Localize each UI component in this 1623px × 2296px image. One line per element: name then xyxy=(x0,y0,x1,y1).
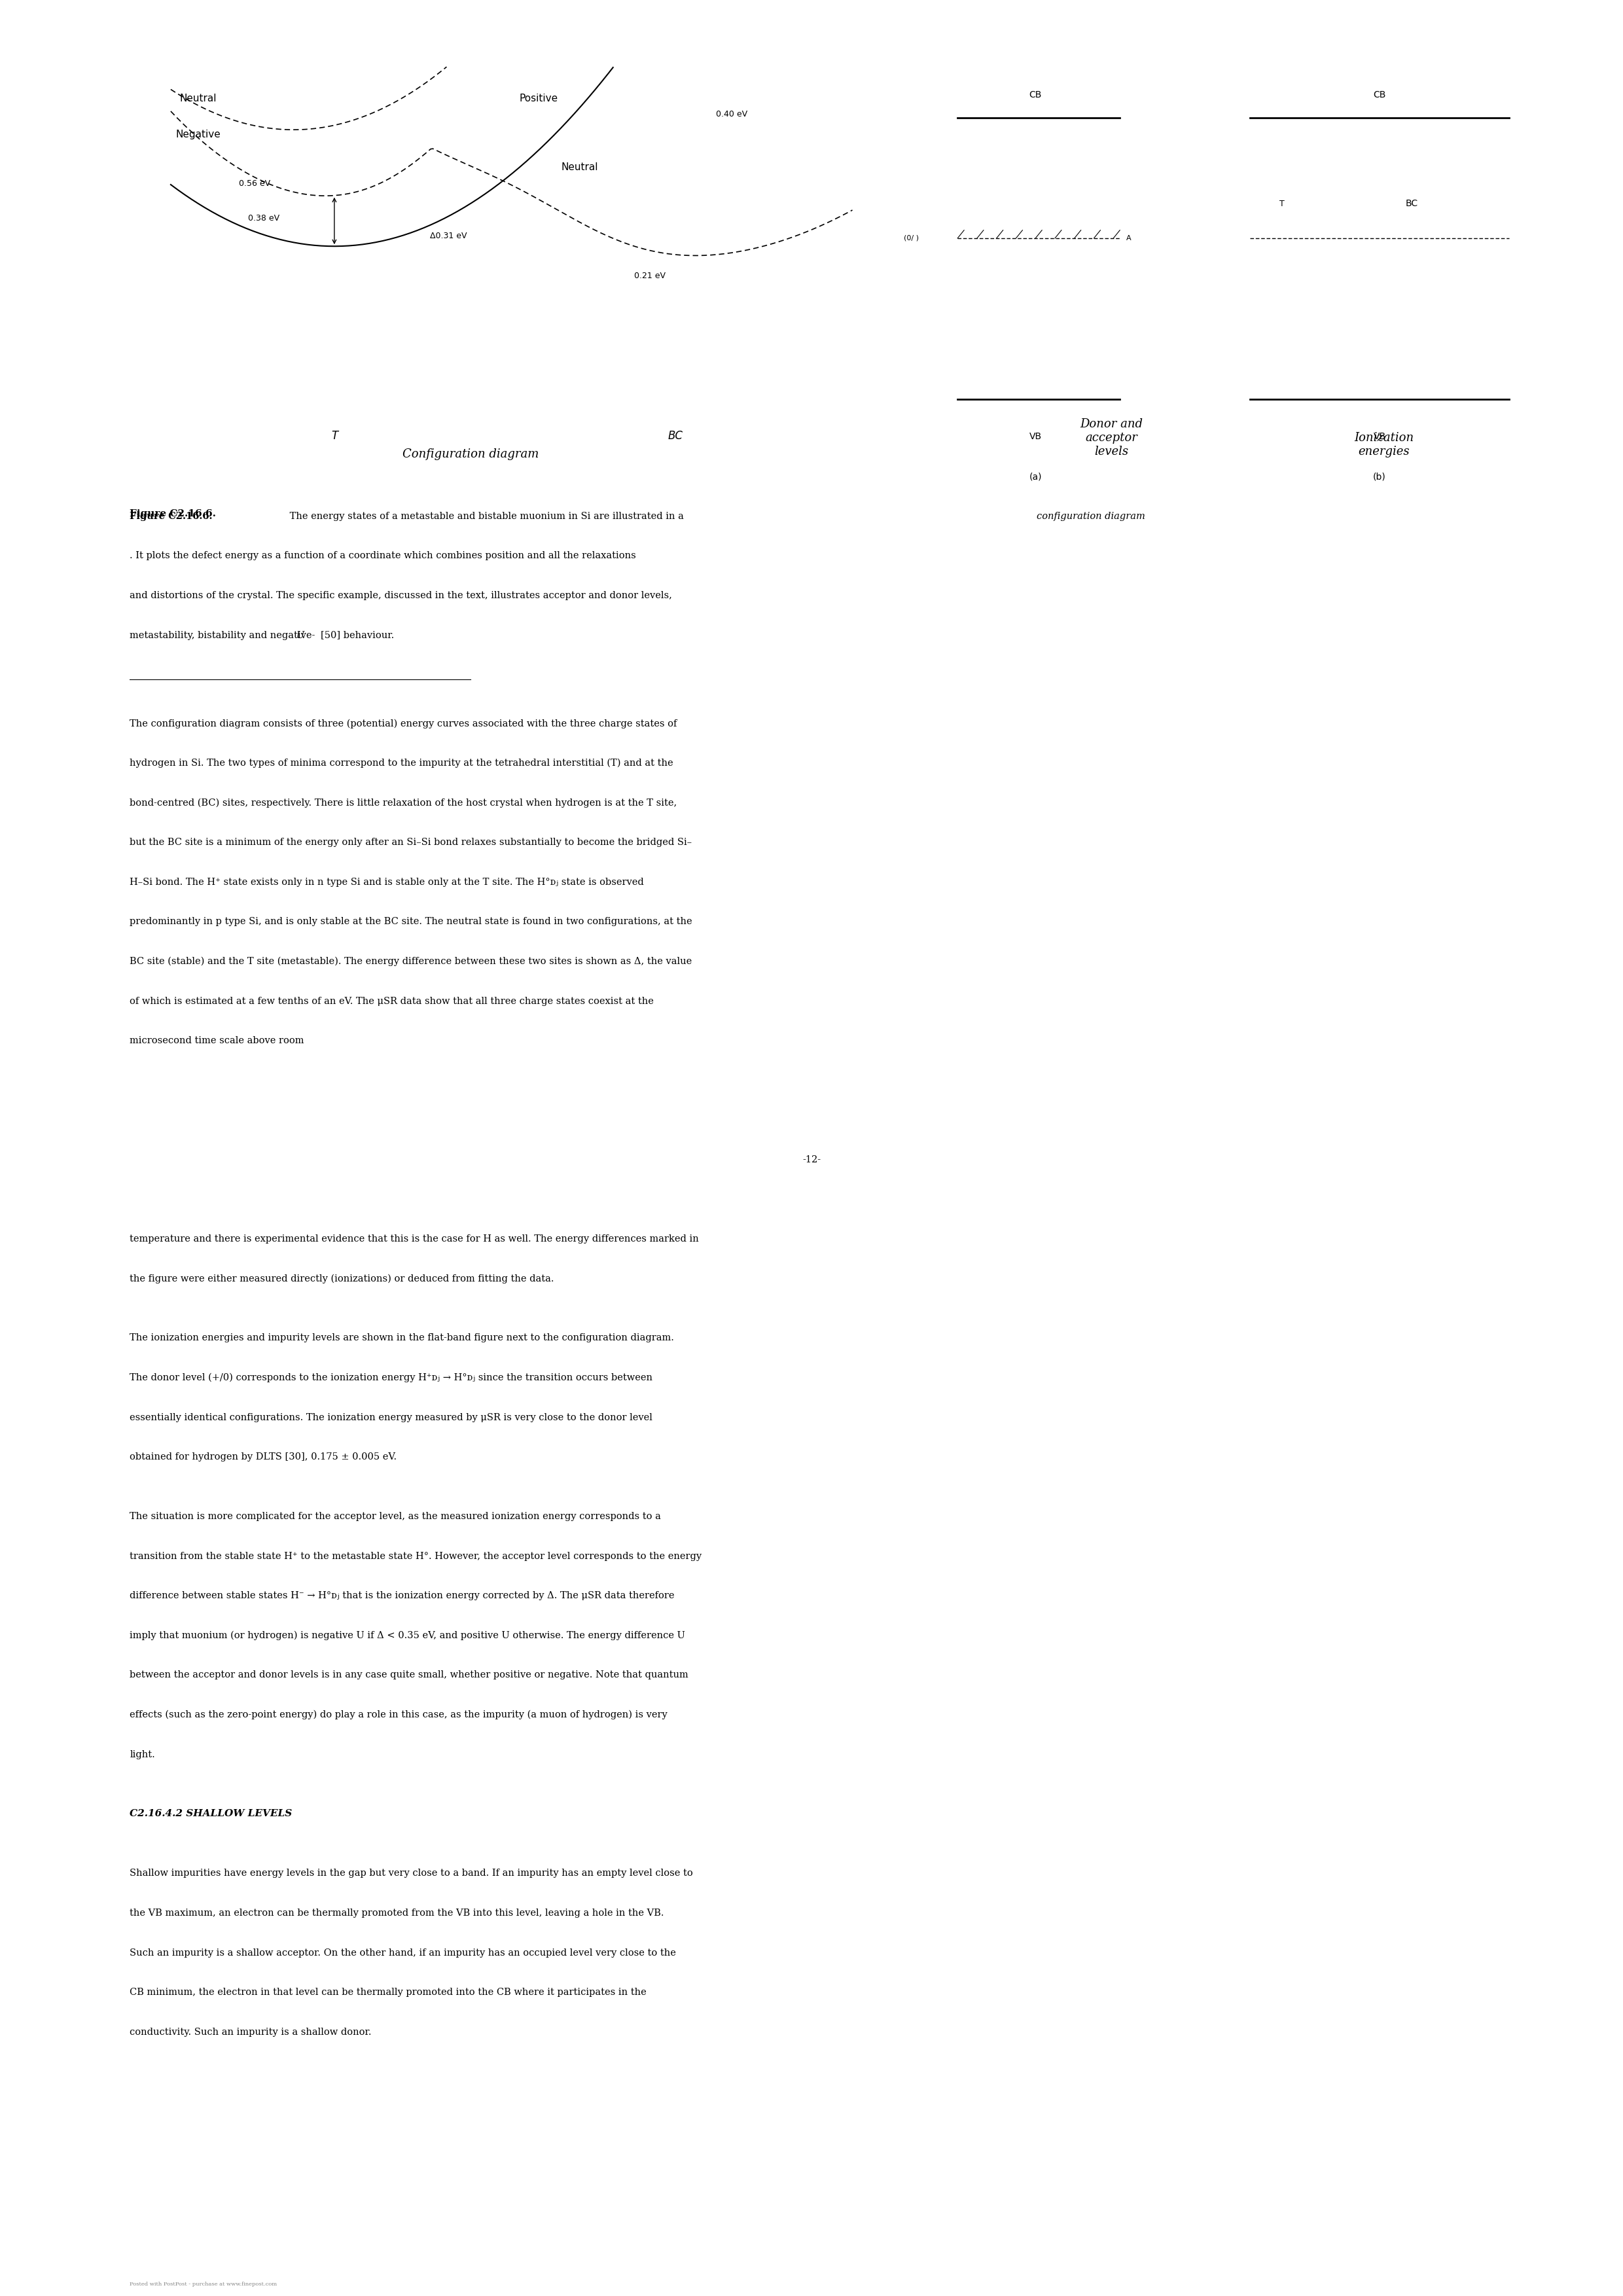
Text: C2.16.4.2 SHALLOW LEVELS: C2.16.4.2 SHALLOW LEVELS xyxy=(130,1809,292,1818)
Text: 0.40 eV: 0.40 eV xyxy=(716,110,748,119)
Text: BC site (stable) and the T site (metastable). The energy difference between thes: BC site (stable) and the T site (metasta… xyxy=(130,957,691,967)
Text: BC: BC xyxy=(667,429,683,441)
Text: T: T xyxy=(1279,200,1285,209)
Text: (a): (a) xyxy=(1029,473,1042,482)
Text: 0.21 eV: 0.21 eV xyxy=(635,271,665,280)
Text: the VB maximum, an electron can be thermally promoted from the VB into this leve: the VB maximum, an electron can be therm… xyxy=(130,1908,664,1917)
Text: 0.56 eV: 0.56 eV xyxy=(239,179,271,188)
Text: CB: CB xyxy=(1373,90,1386,99)
Text: VB: VB xyxy=(1373,432,1386,441)
Text: The donor level (+/0) corresponds to the ionization energy H⁺ᴅⱼ → H°ᴅⱼ since the: The donor level (+/0) corresponds to the… xyxy=(130,1373,652,1382)
Text: imply that muonium (or hydrogen) is negative U if Δ < 0.35 eV, and positive U ot: imply that muonium (or hydrogen) is nega… xyxy=(130,1630,685,1639)
Text: (0/ ): (0/ ) xyxy=(904,234,919,241)
Text: light.: light. xyxy=(130,1750,156,1759)
Text: of which is estimated at a few tenths of an eV. The μSR data show that all three: of which is estimated at a few tenths of… xyxy=(130,996,654,1006)
Text: difference between stable states H⁻ → H°ᴅⱼ that is the ionization energy correct: difference between stable states H⁻ → H°… xyxy=(130,1591,675,1600)
Text: Figure C2.16.6.: Figure C2.16.6. xyxy=(130,512,213,521)
Text: VB: VB xyxy=(1029,432,1042,441)
Text: Posted with PostPost - purchase at www.finepost.com: Posted with PostPost - purchase at www.f… xyxy=(130,2282,278,2287)
Text: -12-: -12- xyxy=(802,1155,821,1164)
Text: U: U xyxy=(295,631,304,641)
Text: Figure C2.16.6.: Figure C2.16.6. xyxy=(130,510,216,519)
Text: Shallow impurities have energy levels in the gap but very close to a band. If an: Shallow impurities have energy levels in… xyxy=(130,1869,693,1878)
Text: bond-centred (BC) sites, respectively. There is little relaxation of the host cr: bond-centred (BC) sites, respectively. T… xyxy=(130,799,677,808)
Text: The situation is more complicated for the acceptor level, as the measured ioniza: The situation is more complicated for th… xyxy=(130,1513,661,1522)
Text: essentially identical configurations. The ionization energy measured by μSR is v: essentially identical configurations. Th… xyxy=(130,1412,652,1421)
Text: between the acceptor and donor levels is in any case quite small, whether positi: between the acceptor and donor levels is… xyxy=(130,1671,688,1681)
Text: A: A xyxy=(1126,234,1131,241)
Text: transition from the stable state H⁺ to the metastable state H°. However, the acc: transition from the stable state H⁺ to t… xyxy=(130,1552,701,1561)
Text: CB: CB xyxy=(1029,90,1042,99)
Text: 0.38 eV: 0.38 eV xyxy=(248,214,279,223)
Text: Configuration diagram: Configuration diagram xyxy=(403,448,539,459)
Text: H–Si bond. The H⁺ state exists only in n type Si and is stable only at the T sit: H–Si bond. The H⁺ state exists only in n… xyxy=(130,877,644,886)
Text: Donor and
acceptor
levels: Donor and acceptor levels xyxy=(1079,418,1143,457)
Text: but the BC site is a minimum of the energy only after an Si–Si bond relaxes subs: but the BC site is a minimum of the ener… xyxy=(130,838,691,847)
Text: Δ0.31 eV: Δ0.31 eV xyxy=(430,232,467,241)
Text: conductivity. Such an impurity is a shallow donor.: conductivity. Such an impurity is a shal… xyxy=(130,2027,372,2037)
Text: Such an impurity is a shallow acceptor. On the other hand, if an impurity has an: Such an impurity is a shallow acceptor. … xyxy=(130,1947,677,1956)
Text: CB minimum, the electron in that level can be thermally promoted into the CB whe: CB minimum, the electron in that level c… xyxy=(130,1988,646,1998)
Text: hydrogen in Si. The two types of minima correspond to the impurity at the tetrah: hydrogen in Si. The two types of minima … xyxy=(130,758,674,767)
Text: and distortions of the crystal. The specific example, discussed in the text, ill: and distortions of the crystal. The spec… xyxy=(130,590,672,599)
Text: Negative: Negative xyxy=(175,131,221,140)
Text: predominantly in p type Si, and is only stable at the BC site. The neutral state: predominantly in p type Si, and is only … xyxy=(130,916,693,925)
Text: Neutral: Neutral xyxy=(562,163,599,172)
Text: The energy states of a metastable and bistable muonium in Si are illustrated in : The energy states of a metastable and bi… xyxy=(287,512,687,521)
Text: Ionization
energies: Ionization energies xyxy=(1354,432,1414,457)
Text: obtained for hydrogen by DLTS [30], 0.175 ± 0.005 eV.: obtained for hydrogen by DLTS [30], 0.17… xyxy=(130,1453,398,1463)
Text: (b): (b) xyxy=(1373,473,1386,482)
Text: Positive: Positive xyxy=(519,94,558,103)
Text: microsecond time scale above room: microsecond time scale above room xyxy=(130,1035,304,1045)
Text: configuration diagram: configuration diagram xyxy=(1037,512,1144,521)
Text: . It plots the defect energy as a function of a coordinate which combines positi: . It plots the defect energy as a functi… xyxy=(130,551,636,560)
Text: BC: BC xyxy=(1406,200,1419,209)
Text: The ionization energies and impurity levels are shown in the flat-band figure ne: The ionization energies and impurity lev… xyxy=(130,1334,674,1343)
Text: the figure were either measured directly (ionizations) or deduced from fitting t: the figure were either measured directly… xyxy=(130,1274,553,1283)
Text: effects (such as the zero-point energy) do play a role in this case, as the impu: effects (such as the zero-point energy) … xyxy=(130,1711,667,1720)
Text: metastability, bistability and negative-   [50] behaviour.: metastability, bistability and negative-… xyxy=(130,631,394,641)
Text: The configuration diagram consists of three (potential) energy curves associated: The configuration diagram consists of th… xyxy=(130,719,677,728)
Text: T: T xyxy=(331,429,338,441)
Text: Neutral: Neutral xyxy=(180,94,216,103)
Text: temperature and there is experimental evidence that this is the case for H as we: temperature and there is experimental ev… xyxy=(130,1235,700,1244)
